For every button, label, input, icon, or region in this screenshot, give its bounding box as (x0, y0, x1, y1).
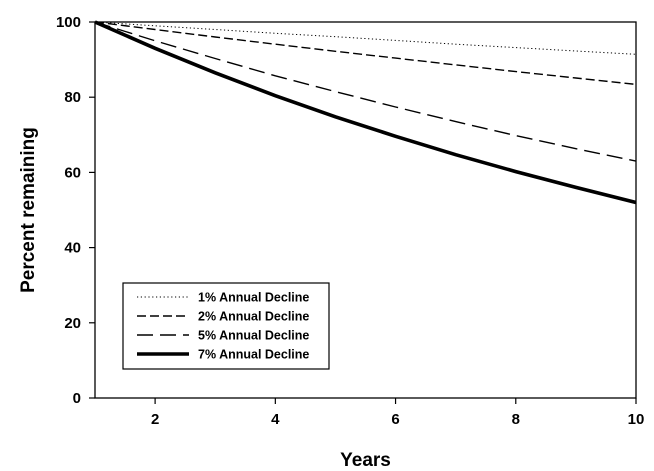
plot-frame (94, 21, 637, 399)
series-line-3 (94, 21, 637, 162)
legend-label-1: 1% Annual Decline (198, 291, 309, 305)
series-line-4 (94, 20, 637, 205)
y-tick-label: 100 (56, 14, 81, 31)
axes-group: 0 20 40 60 80 100 2 4 6 8 10 (56, 14, 644, 428)
series-line-2 (94, 21, 637, 86)
x-tick-label: 4 (271, 411, 280, 428)
y-tick-label: 60 (64, 164, 81, 181)
x-tick-label: 8 (512, 411, 520, 428)
y-tick-label: 40 (64, 240, 81, 257)
y-axis-title: Percent remaining (18, 127, 39, 293)
legend-label-2: 2% Annual Decline (198, 310, 309, 324)
plot-area (94, 21, 637, 399)
y-tick-label: 20 (64, 315, 81, 332)
legend: 1% Annual Decline 2% Annual Decline 5% Ann… (122, 282, 330, 370)
x-tick-label: 10 (628, 411, 645, 428)
y-tick-label: 80 (64, 89, 81, 106)
legend-label-4: 7% Annual Decline (198, 348, 309, 362)
series-group (94, 20, 637, 205)
x-tick-label: 2 (151, 411, 159, 428)
legend-label-3: 5% Annual Decline (198, 329, 309, 343)
x-tick-label: 6 (391, 411, 399, 428)
y-tick-label: 0 (73, 390, 81, 407)
series-line-1 (94, 21, 637, 55)
x-axis-title: Years (340, 450, 391, 471)
